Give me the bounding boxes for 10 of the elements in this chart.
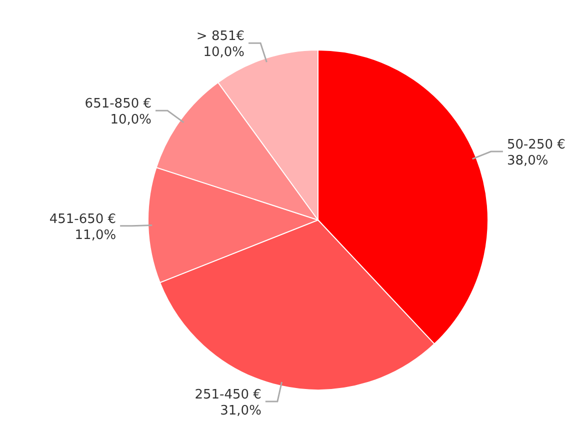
slice-label: 251-450 € xyxy=(194,388,262,403)
slice-label: 50-250 € xyxy=(506,138,566,153)
slice-label: 651-850 € xyxy=(84,96,152,112)
data-label: 38,0% xyxy=(506,154,548,169)
data-label: 31,0% xyxy=(220,404,262,419)
slice-label: > 851€ xyxy=(196,29,245,44)
data-label: 11,0% xyxy=(74,228,116,243)
slice-label: 451-650 € xyxy=(49,212,116,227)
data-label: 10,0% xyxy=(203,45,245,60)
data-label: 10,0% xyxy=(110,112,152,128)
